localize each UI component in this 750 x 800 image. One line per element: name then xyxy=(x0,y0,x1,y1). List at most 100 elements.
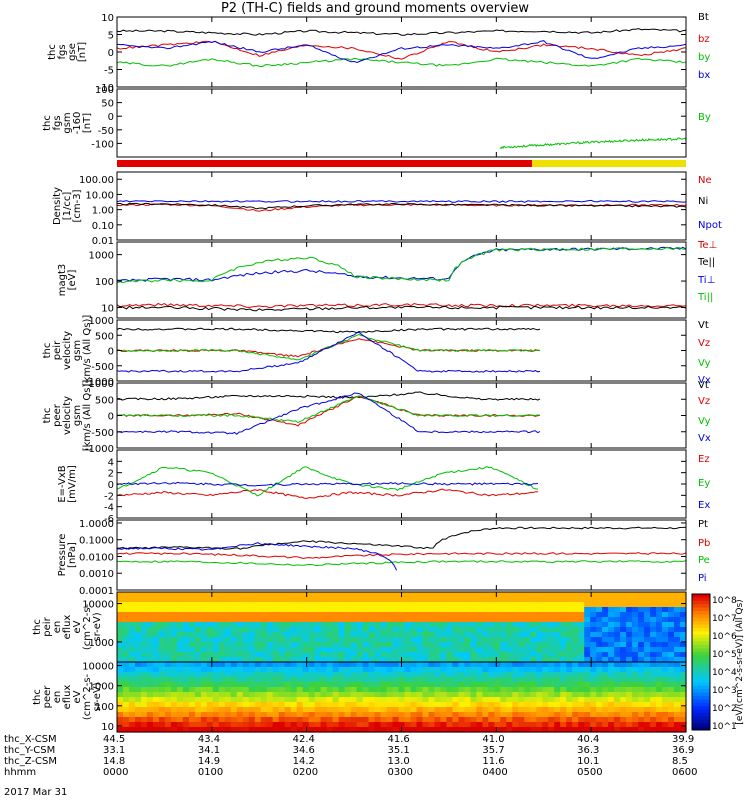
heatmap-cell xyxy=(135,607,142,613)
heatmap-cell xyxy=(206,697,214,703)
heatmap-cell xyxy=(662,602,669,608)
heatmap-cell xyxy=(230,622,238,628)
heatmap-cell xyxy=(374,672,382,678)
heatmap-cell xyxy=(638,617,645,623)
heatmap-cell xyxy=(512,647,519,653)
heatmap-cell xyxy=(392,652,400,658)
heatmap-cell xyxy=(170,637,178,643)
heatmap-cell xyxy=(129,707,136,713)
heatmap-cell xyxy=(470,597,477,603)
heatmap-cell xyxy=(129,662,136,668)
heatmap-cell xyxy=(410,727,418,733)
heatmap-cell xyxy=(170,687,178,693)
heatmap-cell xyxy=(524,622,531,628)
heatmap-cell xyxy=(638,652,645,658)
heatmap-cell xyxy=(386,662,394,668)
heatmap-cell xyxy=(368,597,376,603)
heatmap-cell xyxy=(416,692,424,698)
heatmap-cell xyxy=(188,657,196,663)
heatmap-cell xyxy=(194,637,202,643)
heatmap-cell xyxy=(614,677,621,683)
heatmap-cell xyxy=(464,632,471,638)
ephemeris-value: 36.3 xyxy=(577,745,600,756)
heatmap-cell xyxy=(170,662,178,668)
heatmap-cell xyxy=(536,697,543,703)
heatmap-cell xyxy=(434,692,441,698)
heatmap-cell xyxy=(320,652,328,658)
heatmap-cell xyxy=(332,687,340,693)
series-line-Pi xyxy=(116,542,398,571)
heatmap-cell xyxy=(566,677,573,683)
heatmap-cell xyxy=(662,632,669,638)
heatmap-cell xyxy=(482,727,489,733)
heatmap-cell xyxy=(374,727,382,733)
heatmap-cell xyxy=(206,692,214,698)
heatmap-cell xyxy=(668,677,675,683)
heatmap-cell xyxy=(614,727,621,733)
heatmap-cell xyxy=(135,677,142,683)
heatmap-cell xyxy=(614,667,621,673)
heatmap-cell xyxy=(632,597,639,603)
heatmap-cell xyxy=(572,652,579,658)
heatmap-cell xyxy=(284,662,292,668)
heatmap-cell xyxy=(650,647,657,653)
heatmap-cell xyxy=(560,607,567,613)
heatmap-cell xyxy=(141,667,148,673)
heatmap-cell xyxy=(146,712,154,718)
heatmap-cell xyxy=(296,652,304,658)
heatmap-cell xyxy=(524,667,531,673)
heatmap-cell xyxy=(146,667,154,673)
y-axis-label: [mV/m] xyxy=(67,465,78,503)
heatmap-cell xyxy=(224,592,232,598)
heatmap-cell xyxy=(296,677,304,683)
heatmap-cell xyxy=(152,712,160,718)
heatmap-cell xyxy=(230,682,238,688)
heatmap-cell xyxy=(368,672,376,678)
heatmap-cell xyxy=(362,632,370,638)
colorbar-cell xyxy=(692,621,710,626)
heatmap-cell xyxy=(458,692,465,698)
heatmap-cell xyxy=(566,632,573,638)
y-axis-label: en xyxy=(52,621,63,634)
heatmap-cell xyxy=(614,692,621,698)
heatmap-cell xyxy=(182,632,190,638)
heatmap-cell xyxy=(428,712,436,718)
heatmap-cell xyxy=(566,692,573,698)
heatmap-cell xyxy=(488,707,495,713)
heatmap-cell xyxy=(536,692,543,698)
heatmap-cell xyxy=(584,597,591,603)
heatmap-cell xyxy=(608,612,615,618)
heatmap-cell xyxy=(194,707,202,713)
heatmap-cell xyxy=(392,632,400,638)
heatmap-cell xyxy=(494,622,501,628)
heatmap-cell xyxy=(284,647,292,653)
heatmap-cell xyxy=(326,687,334,693)
heatmap-cell xyxy=(404,592,412,598)
heatmap-cell xyxy=(123,657,130,663)
heatmap-cell xyxy=(242,632,250,638)
heatmap-cell xyxy=(656,707,663,713)
heatmap-cell xyxy=(572,682,579,688)
heatmap-cell xyxy=(518,687,525,693)
heatmap-cell xyxy=(548,637,555,643)
heatmap-cell xyxy=(632,637,639,643)
heatmap-cell xyxy=(584,687,591,693)
heatmap-cell xyxy=(464,662,471,668)
heatmap-cell xyxy=(596,712,603,718)
y-axis-label: [1/cc] xyxy=(62,192,73,221)
heatmap-cell xyxy=(566,727,573,733)
heatmap-cell xyxy=(362,622,370,628)
heatmap-cell xyxy=(320,717,328,723)
heatmap-cell xyxy=(662,692,669,698)
heatmap-cell xyxy=(506,727,513,733)
heatmap-cell xyxy=(446,647,453,653)
heatmap-cell xyxy=(212,632,220,638)
heatmap-cell xyxy=(512,657,519,663)
heatmap-cell xyxy=(194,632,202,638)
heatmap-cell xyxy=(260,612,268,618)
heatmap-cell xyxy=(260,687,268,693)
heatmap-cell xyxy=(380,617,388,623)
heatmap-cell xyxy=(428,632,436,638)
heatmap-cell xyxy=(117,727,124,733)
heatmap-cell xyxy=(182,717,190,723)
